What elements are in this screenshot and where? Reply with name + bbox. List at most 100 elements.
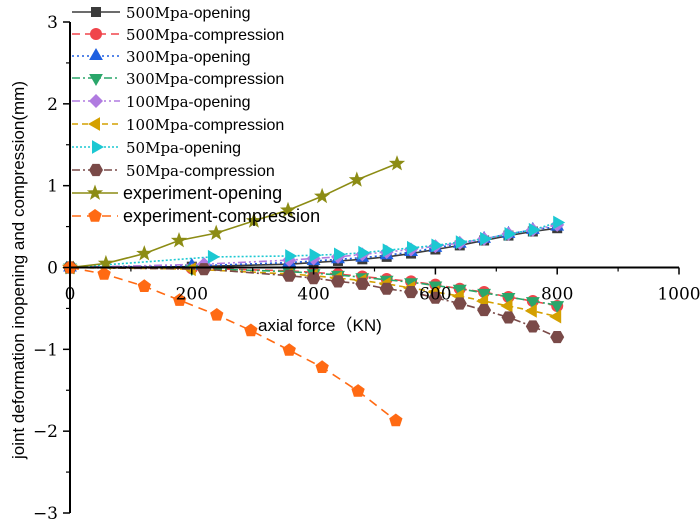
data-point — [550, 301, 565, 314]
legend-marker — [89, 48, 103, 60]
legend-item-300Mpa-compression: 300Mpa-compression — [72, 70, 284, 88]
y-tick-label: 1 — [47, 177, 58, 197]
x-tick-label: 600 — [419, 285, 451, 305]
legend-label: experiment-compression — [123, 206, 320, 226]
data-point — [355, 277, 370, 290]
legend-item-100Mpa-opening: 100Mpa-opening — [72, 93, 251, 111]
data-point — [528, 222, 541, 237]
data-point — [306, 272, 321, 285]
legend-marker — [91, 7, 101, 17]
series-line — [69, 266, 397, 422]
legend-item-500Mpa-opening: 500Mpa-opening — [72, 4, 251, 22]
data-point — [282, 343, 296, 356]
y-tick-label: 3 — [47, 13, 58, 33]
data-point — [334, 247, 346, 262]
data-point — [525, 320, 540, 333]
y-tick-label: −1 — [33, 340, 58, 360]
data-point — [382, 243, 395, 258]
axes: 0 200 400 600 800 1000 −3 −2 −1 0 1 2 3 — [33, 13, 700, 524]
legend-label-prefix: 300Mpa- — [126, 70, 194, 88]
x-tick-label: 0 — [65, 285, 76, 305]
data-point — [452, 284, 467, 297]
legend-label: experiment-opening — [123, 183, 282, 203]
legend-label-prefix: 300Mpa- — [126, 48, 194, 66]
data-point — [173, 293, 187, 306]
plot-area — [61, 155, 566, 427]
data-point — [452, 297, 467, 310]
legend-marker — [89, 163, 103, 177]
data-point — [358, 245, 371, 260]
data-point — [279, 201, 297, 218]
data-point — [379, 282, 394, 295]
data-point — [351, 384, 365, 397]
legend-label-prefix: 100Mpa- — [126, 93, 194, 111]
legend-label: 500Mpa-compression — [126, 26, 284, 44]
data-point — [314, 187, 331, 204]
legend-label-text: experiment-compression — [123, 206, 320, 226]
x-axis-label: axial force（KN) — [258, 316, 382, 335]
data-point — [207, 249, 220, 264]
legend-label-text: opening — [194, 94, 251, 111]
data-point — [244, 323, 258, 337]
y-tick-label: −2 — [33, 422, 58, 442]
data-point — [282, 269, 297, 282]
legend-label-text: compression — [194, 27, 285, 44]
legend-item-50Mpa-compression: 50Mpa-compression — [72, 162, 275, 180]
x-tick-label: 800 — [541, 285, 573, 305]
data-point — [137, 279, 151, 292]
legend-marker — [90, 28, 102, 40]
data-point — [428, 291, 443, 304]
data-point — [431, 238, 444, 253]
legend-label: 300Mpa-compression — [126, 70, 284, 88]
legend-marker — [89, 94, 103, 108]
y-tick-label: 0 — [47, 259, 58, 279]
legend-label-text: compression — [194, 71, 285, 88]
data-point — [197, 263, 211, 276]
legend-label: 100Mpa-compression — [126, 116, 284, 134]
legend-item-300Mpa-opening: 300Mpa-opening — [72, 48, 251, 66]
x-tick-label: 1000 — [657, 285, 700, 305]
legend-label-prefix: 50Mpa- — [126, 162, 184, 180]
data-point — [480, 231, 493, 246]
legend-label-prefix: 50Mpa- — [126, 139, 184, 157]
legend-label-text: opening — [194, 5, 251, 22]
legend-label-text: compression — [184, 163, 275, 180]
legend-label-prefix: 100Mpa- — [126, 116, 194, 134]
data-point — [477, 304, 492, 317]
legend-item-experiment-compression: experiment-compression — [72, 206, 320, 226]
series-line — [69, 221, 558, 269]
legend-marker — [89, 74, 103, 86]
data-point — [285, 249, 298, 263]
data-point — [97, 254, 114, 271]
data-point — [315, 360, 329, 373]
data-point — [504, 227, 517, 241]
data-point — [477, 288, 491, 301]
legend-label-text: experiment-opening — [123, 183, 282, 203]
data-point — [553, 215, 566, 230]
data-point — [136, 245, 153, 261]
data-point — [407, 240, 419, 255]
series-experiment-compression — [63, 260, 403, 427]
data-point — [525, 297, 540, 310]
legend-label: 500Mpa-opening — [126, 4, 251, 22]
legend-label-text: opening — [194, 49, 251, 66]
x-tick-label: 400 — [297, 285, 329, 305]
data-point — [404, 286, 418, 299]
legend-marker — [86, 184, 104, 200]
y-tick-label: −3 — [33, 504, 58, 524]
data-point — [500, 299, 513, 313]
legend-item-experiment-opening: experiment-opening — [72, 183, 282, 203]
data-point — [501, 293, 516, 305]
data-point — [389, 413, 403, 427]
legend-item-50Mpa-opening: 50Mpa-opening — [72, 139, 241, 157]
x-tick-label: 200 — [176, 285, 208, 305]
data-point — [550, 331, 565, 344]
data-point — [549, 309, 562, 324]
data-point — [388, 155, 406, 171]
legend: 500Mpa-opening500Mpa-compression300Mpa-o… — [72, 4, 320, 226]
legend-marker — [88, 117, 100, 131]
legend-item-500Mpa-compression: 500Mpa-compression — [72, 26, 284, 44]
y-axis-label: joint deformation inopening and compress… — [9, 81, 28, 460]
legend-label-prefix: 500Mpa- — [126, 4, 194, 22]
